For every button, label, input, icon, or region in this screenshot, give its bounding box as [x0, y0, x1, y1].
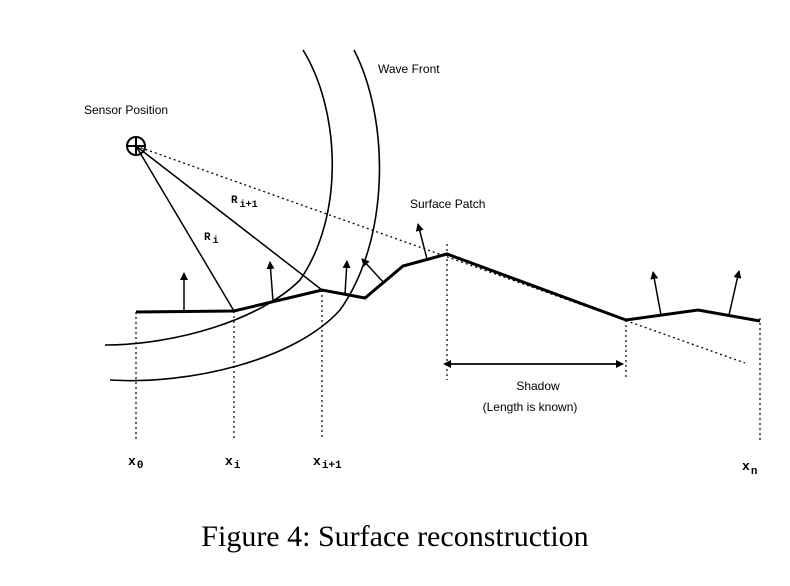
sensor-position-label: Sensor Position	[84, 103, 168, 117]
normal-arrow	[361, 258, 385, 284]
range-line-r-i1	[135, 145, 323, 291]
axis-label-xn: xn	[742, 459, 757, 478]
axis-label-xi: xi	[225, 454, 241, 472]
wave-front-inner-arc	[104, 49, 334, 346]
normal-arrow	[728, 270, 742, 316]
axis-label-xi1: xi+1	[313, 454, 342, 472]
surface-patch-label: Surface Patch	[410, 197, 485, 211]
shadow-label: Shadow	[516, 379, 560, 393]
normal-arrow	[650, 271, 662, 316]
axis-label-x0: x0	[128, 454, 143, 472]
shadow-note-label: (Length is known)	[483, 400, 578, 414]
figure-caption: Figure 4: Surface reconstruction	[201, 520, 589, 553]
range-line-r-i	[135, 145, 235, 312]
normal-arrow	[415, 223, 428, 260]
wave-front-outer-arc	[109, 49, 381, 382]
normal-arrow	[266, 261, 275, 302]
wave-front-label: Wave Front	[378, 62, 440, 76]
surface-profile	[135, 252, 761, 323]
normal-arrow	[342, 260, 351, 295]
surface-normal-arrows	[180, 223, 742, 316]
